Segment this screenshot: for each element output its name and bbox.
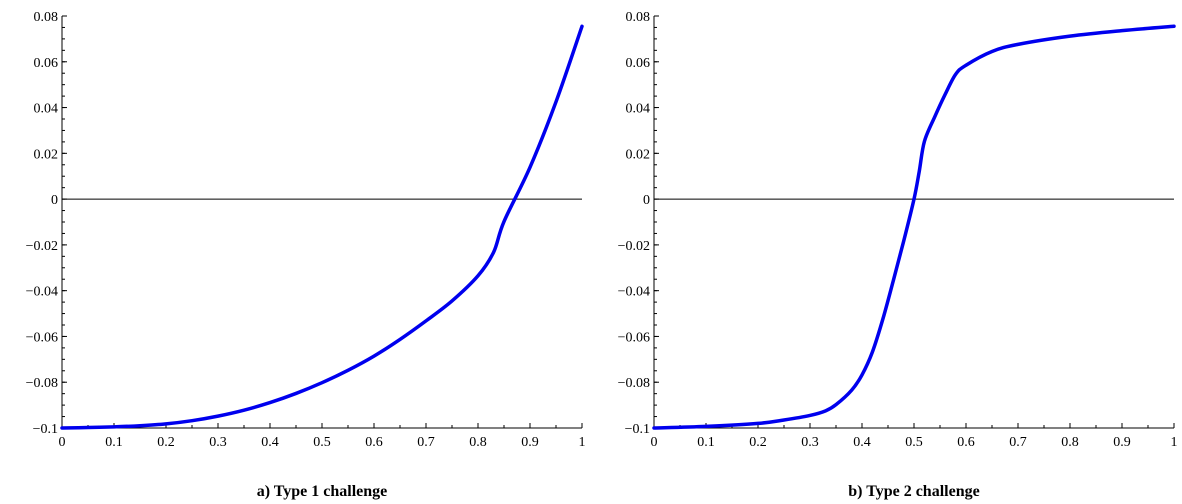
x-tick-label: 0.7 [417,435,435,450]
series-line [652,24,1176,430]
chart-panel-a: 0.08 0.06 0.04 0.02 0 −0.02 −0.04 −0.06 −0.08 −0.… [26,10,586,500]
x-tick-label: 0.4 [261,435,279,450]
y-tick-label: −0.02 [26,239,58,254]
y-tick-label: 0.02 [626,147,651,162]
y-tick-label: −0.1 [33,422,58,437]
y-tick-label: 0 [51,193,58,208]
y-tick-label: −0.04 [26,285,58,300]
y-tick-label: 0.08 [34,10,59,25]
y-tick-label: −0.04 [618,285,650,300]
chart-panel-b: 0.08 0.06 0.04 0.02 0 −0.02 −0.04 −0.06 −0.08 −0.… [618,10,1178,500]
x-tick-label: 0.2 [157,435,175,450]
x-tick-label: 0.1 [697,435,715,450]
y-tick-label: 0.04 [34,102,59,117]
x-tick-label: 1 [1171,435,1178,450]
chart-caption: b) Type 2 challenge [848,483,979,500]
x-tick-label: 0.8 [1061,435,1079,450]
y-tick-label: 0.08 [626,10,651,25]
y-tick-label: −0.06 [26,330,58,345]
series-line [60,24,584,430]
x-tick-label: 0.9 [1113,435,1131,450]
y-tick-label: −0.08 [618,376,650,391]
y-tick-label: −0.1 [625,422,650,437]
x-tick-label: 0.2 [749,435,767,450]
x-tick-label: 0.3 [801,435,819,450]
x-tick-label: 1 [579,435,586,450]
x-tick-label: 0.4 [853,435,871,450]
y-tick-label: −0.06 [618,330,650,345]
y-tick-label: −0.02 [618,239,650,254]
y-tick-label: 0.04 [626,102,651,117]
x-tick-label: 0.7 [1009,435,1027,450]
y-tick-label: 0 [643,193,650,208]
x-tick-label: 0.1 [105,435,123,450]
x-tick-label: 0.8 [469,435,487,450]
x-tick-label: 0 [59,435,66,450]
y-tick-label: −0.08 [26,376,58,391]
x-tick-label: 0 [651,435,658,450]
x-tick-label: 0.6 [957,435,975,450]
x-tick-label: 0.9 [521,435,539,450]
chart-caption: a) Type 1 challenge [257,483,388,500]
y-tick-label: 0.06 [34,56,59,71]
x-tick-label: 0.3 [209,435,227,450]
x-tick-label: 0.5 [313,435,331,450]
x-tick-label: 0.5 [905,435,923,450]
y-tick-label: 0.06 [626,56,651,71]
y-tick-label: 0.02 [34,147,59,162]
x-tick-label: 0.6 [365,435,383,450]
